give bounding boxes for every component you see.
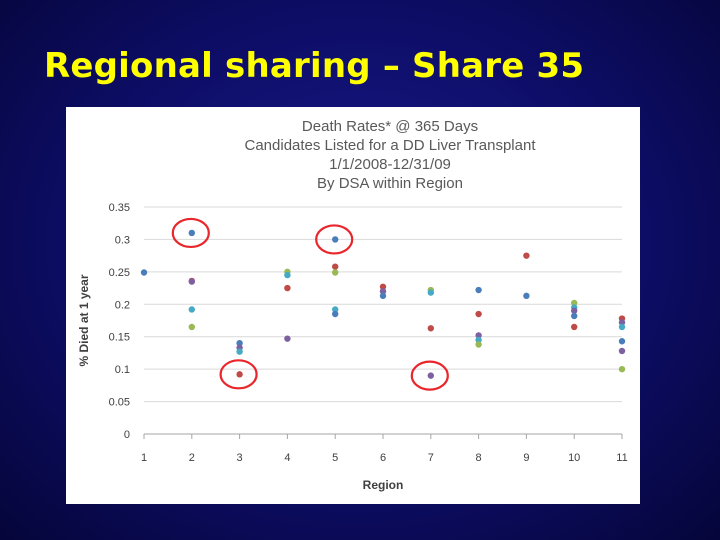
data-point [618, 365, 626, 373]
data-point [571, 323, 578, 331]
highlight-circles [171, 217, 449, 391]
y-tick-label: 0.35 [109, 202, 130, 214]
data-point [332, 236, 339, 243]
chart-title-line-1: Death Rates* @ 365 Days [302, 118, 478, 135]
x-tick-label: 7 [428, 452, 434, 464]
y-axis-label: % Died at 1 year [77, 274, 91, 366]
chart-title-line-3: 1/1/2008-12/31/09 [329, 156, 451, 173]
x-tick-label: 1 [141, 452, 147, 464]
data-point [188, 278, 195, 285]
x-tick-label: 5 [332, 452, 338, 464]
x-tick-labels: 1 2 3 4 5 6 7 8 9 10 11 [141, 452, 628, 464]
x-tick-label: 2 [189, 452, 195, 464]
data-point [571, 307, 578, 314]
data-point [379, 283, 387, 290]
x-axis-label: Region [363, 478, 404, 492]
data-point [427, 325, 434, 332]
y-tick-label: 0.15 [109, 332, 130, 344]
data-point [188, 323, 195, 331]
data-point [332, 306, 339, 313]
data-point [284, 284, 291, 292]
y-tick-label: 0.3 [115, 234, 130, 246]
data-point [284, 271, 291, 279]
x-tick-label: 8 [476, 452, 482, 464]
y-tick-label: 0.25 [109, 267, 130, 279]
x-tick-label: 6 [380, 452, 386, 464]
y-tick-label: 0.05 [109, 397, 130, 409]
data-point [379, 292, 387, 300]
data-point [188, 229, 195, 237]
scatter-chart: Death Rates* @ 365 Days Candidates Listed… [77, 118, 628, 492]
data-point [523, 292, 530, 300]
x-tick-label: 10 [568, 452, 580, 464]
highlight-circle [219, 359, 258, 390]
data-point [618, 323, 626, 331]
highlight-circle [410, 360, 449, 391]
data-point [571, 312, 578, 320]
data-point [332, 263, 339, 270]
axes [143, 433, 623, 439]
data-point [236, 371, 243, 378]
data-point [332, 269, 339, 276]
data-point [618, 347, 626, 355]
data-point [523, 252, 530, 259]
data-point [475, 341, 482, 348]
chart-title: Death Rates* @ 365 Days Candidates Listed… [245, 118, 537, 192]
x-tick-label: 4 [284, 452, 290, 464]
chart-panel: Death Rates* @ 365 Days Candidates Listed… [66, 107, 640, 504]
highlight-circle [315, 224, 354, 255]
data-point [332, 310, 339, 318]
x-tick-label: 9 [523, 452, 529, 464]
data-point [188, 306, 195, 313]
x-tick-label: 3 [237, 452, 243, 464]
data-point [475, 332, 482, 339]
y-tick-label: 0 [124, 429, 130, 441]
data-point [236, 340, 243, 347]
highlight-circle [171, 217, 210, 249]
data-point [618, 319, 626, 326]
y-tick-label: 0.2 [115, 299, 130, 311]
data-point [379, 288, 387, 295]
y-tick-labels: 0 0.05 0.1 0.15 0.2 0.25 0.3 0.35 [109, 202, 130, 441]
x-tick-label: 11 [616, 452, 627, 464]
data-point [475, 286, 482, 294]
data-point [427, 289, 434, 296]
y-tick-label: 0.1 [115, 364, 130, 376]
data-point [475, 336, 482, 344]
data-points [140, 229, 626, 379]
data-point [140, 269, 148, 276]
data-point [571, 299, 578, 307]
chart-title-line-4: By DSA within Region [317, 175, 463, 192]
gridlines [144, 206, 622, 403]
data-point [618, 338, 626, 345]
data-point [236, 348, 243, 355]
data-point [284, 335, 291, 342]
chart-title-line-2: Candidates Listed for a DD Liver Transpl… [245, 137, 537, 154]
data-point [427, 372, 434, 379]
data-point [475, 310, 482, 318]
slide-title: Regional sharing – Share 35 [44, 46, 585, 86]
